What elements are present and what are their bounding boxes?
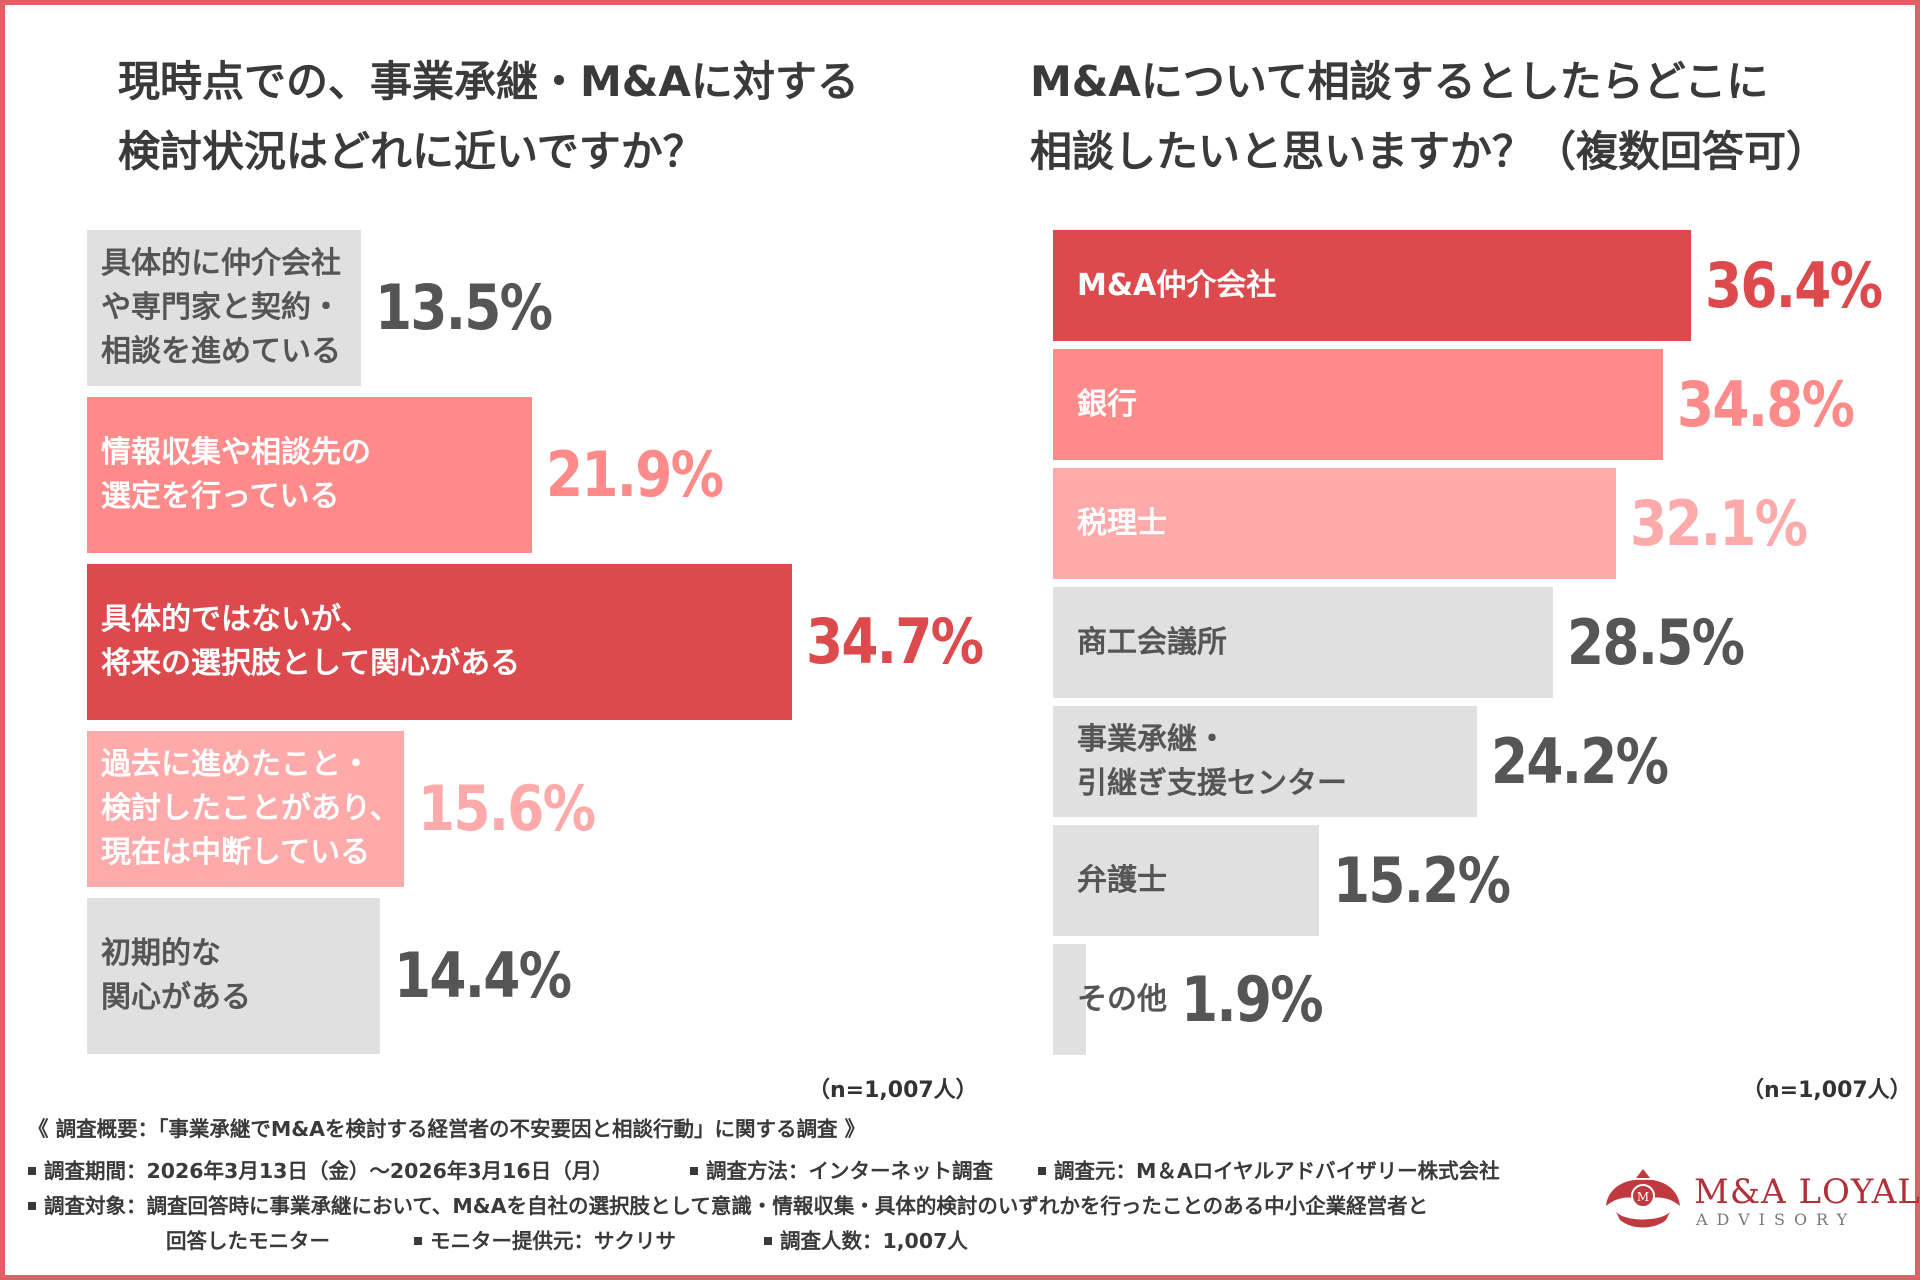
right-bar-0 bbox=[1053, 230, 1691, 341]
left-value-label-1: 21.9% bbox=[545, 438, 724, 511]
right-sample-size: （n=1,007人） bbox=[1742, 1078, 1912, 1103]
left-bar-4 bbox=[87, 898, 380, 1054]
left-bar-label-4: 初期的な 関心がある bbox=[101, 936, 251, 1015]
left-chart-title: 現時点での、事業承継・M&Aに対する 検討状況はどれに近いですか？ bbox=[118, 57, 859, 176]
right-bar-3 bbox=[1053, 587, 1553, 698]
left-bar-label-1: 情報収集や相談先の 選定を行っている bbox=[101, 435, 371, 514]
left-bar-label-0: 具体的に仲介会社 や専門家と契約・ 相談を進めている bbox=[101, 246, 341, 369]
right-value-label-0: 36.4% bbox=[1705, 248, 1883, 322]
right-bar-label-5: 弁護士 bbox=[1077, 862, 1167, 898]
right-bar-1 bbox=[1053, 349, 1663, 460]
right-bar-chart: M&A仲介会社 36.4% 銀行 34.8% 税理士 32.1% 商工会議所 28.5% 事業承… bbox=[1053, 230, 1912, 1103]
survey-target: 調査対象：調査回答時に事業承継において、M&Aを自社の選択肢として意識・情報収集… bbox=[28, 1193, 1428, 1219]
right-bar-5 bbox=[1053, 825, 1320, 936]
survey-period: 調査期間：2026年3月13日（金）〜2026年3月16日（月） bbox=[28, 1158, 613, 1184]
right-bar-label-6: その他 bbox=[1077, 981, 1167, 1017]
left-bar-label-2: 具体的ではないが、 将来の選択肢として関心がある bbox=[101, 602, 521, 681]
left-bar-2 bbox=[87, 564, 792, 720]
survey-monitor: モニター提供元：サクリサ bbox=[414, 1228, 676, 1254]
crest-icon: M bbox=[1606, 1169, 1680, 1228]
left-value-label-2: 34.7% bbox=[806, 605, 984, 678]
right-chart-title: M&Aについて相談するとしたらどこに 相談したいと思いますか？（複数回答可） bbox=[1030, 57, 1829, 176]
left-bar-0 bbox=[87, 230, 362, 386]
survey-method: 調査方法：インターネット調査 bbox=[690, 1158, 993, 1184]
survey-target-cont: 回答したモニター bbox=[166, 1229, 330, 1253]
right-bar-label-1: 銀行 bbox=[1077, 386, 1137, 422]
left-bar-3 bbox=[87, 731, 404, 887]
svg-text:M: M bbox=[1637, 1190, 1649, 1204]
survey-summary: 《 調査概要：「事業承継でM&Aを検討する経営者の不安要因と相談行動」に関する調… bbox=[28, 1117, 866, 1141]
logo-sub: ADVISORY bbox=[1696, 1210, 1857, 1229]
logo-name: M&A LOYAL bbox=[1694, 1172, 1920, 1212]
right-value-label-3: 28.5% bbox=[1566, 605, 1745, 679]
right-bar-6 bbox=[1053, 944, 1087, 1055]
right-value-label-5: 15.2% bbox=[1333, 843, 1511, 917]
right-bar-label-3: 商工会議所 bbox=[1077, 624, 1227, 660]
left-bar-label-3: 過去に進めたこと・ 検討したことがあり、 現在は中断している bbox=[101, 747, 400, 870]
right-value-label-1: 34.8% bbox=[1676, 367, 1855, 441]
left-value-label-4: 14.4% bbox=[393, 939, 572, 1012]
right-bar-4 bbox=[1053, 706, 1478, 817]
survey-count: 調査人数：1,007人 bbox=[764, 1228, 968, 1254]
right-bar-label-4: 事業承継・ 引継ぎ支援センター bbox=[1077, 721, 1347, 801]
left-value-label-3: 15.6% bbox=[417, 772, 596, 845]
left-bar-1 bbox=[87, 397, 532, 553]
right-value-label-6: 1.9% bbox=[1181, 962, 1324, 1036]
right-bar-label-2: 税理士 bbox=[1077, 505, 1167, 541]
left-value-label-0: 13.5% bbox=[375, 271, 553, 344]
survey-source: 調査元：M＆Aロイヤルアドバイザリー株式会社 bbox=[1038, 1158, 1500, 1184]
right-value-label-2: 32.1% bbox=[1629, 486, 1808, 560]
right-bar-2 bbox=[1053, 468, 1616, 579]
left-bar-chart: 具体的に仲介会社 や専門家と契約・ 相談を進めている 13.5% 情報収集や相談先の… bbox=[0, 0, 984, 1110]
left-sample-size: （n=1,007人） bbox=[808, 1078, 978, 1103]
right-bar-label-0: M&A仲介会社 bbox=[1077, 267, 1277, 303]
company-logo: M M&A LOYAL ADVISORY bbox=[1598, 1166, 1920, 1236]
right-value-label-4: 24.2% bbox=[1491, 724, 1669, 798]
